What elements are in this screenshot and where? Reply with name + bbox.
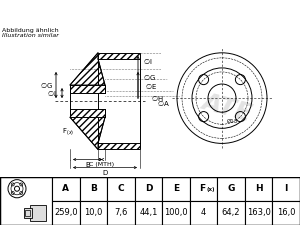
Bar (80, 201, 107, 225)
Text: D: D (102, 170, 108, 176)
Text: B: B (90, 184, 97, 193)
Bar (0, 177, 52, 225)
Bar (217, 201, 245, 225)
Text: (x): (x) (206, 187, 214, 192)
Text: G: G (227, 184, 235, 193)
Bar (107, 201, 135, 225)
Bar (107, 177, 135, 201)
Text: 44,1: 44,1 (139, 208, 158, 217)
Bar (80, 177, 107, 201)
Polygon shape (70, 53, 105, 85)
Text: B: B (85, 162, 90, 168)
Bar (245, 177, 272, 201)
Text: C: C (118, 184, 124, 193)
Text: H: H (255, 184, 262, 193)
Text: $\varnothing$I: $\varnothing$I (143, 56, 152, 66)
Text: $\varnothing$H: $\varnothing$H (151, 93, 164, 103)
Text: 100,0: 100,0 (164, 208, 188, 217)
Polygon shape (70, 109, 105, 117)
Bar (217, 177, 245, 201)
Bar (190, 201, 217, 225)
Text: Abbildung ähnlich: Abbildung ähnlich (2, 28, 58, 33)
Bar (25, 210, 30, 216)
Polygon shape (98, 143, 140, 149)
Text: 64,2: 64,2 (222, 208, 240, 217)
Text: F: F (200, 184, 206, 193)
Text: $\varnothing$I: $\varnothing$I (47, 88, 57, 98)
Polygon shape (70, 85, 105, 93)
Text: 510271: 510271 (198, 5, 252, 18)
Bar (135, 201, 162, 225)
Text: E: E (173, 184, 179, 193)
Text: $\varnothing$G: $\varnothing$G (143, 72, 156, 82)
Bar (272, 201, 300, 225)
Text: 16,0: 16,0 (277, 208, 296, 217)
Text: 24.0310-0271.1: 24.0310-0271.1 (72, 5, 188, 18)
Bar (245, 201, 272, 225)
Text: F$_{(x)}$: F$_{(x)}$ (62, 126, 74, 137)
Text: D: D (145, 184, 152, 193)
Text: 4: 4 (201, 208, 206, 217)
Bar (162, 201, 190, 225)
Bar (30, 205, 46, 221)
Bar (272, 177, 300, 201)
Text: I: I (284, 184, 288, 193)
Text: 259,0: 259,0 (54, 208, 78, 217)
Text: C (MTH): C (MTH) (89, 162, 114, 166)
Text: A: A (62, 184, 69, 193)
Text: Illustration similar: Illustration similar (2, 33, 59, 38)
Text: Ø13: Ø13 (227, 119, 238, 124)
Text: 163,0: 163,0 (247, 208, 271, 217)
Polygon shape (70, 117, 105, 149)
Text: $\varnothing$G: $\varnothing$G (40, 80, 52, 90)
Polygon shape (98, 53, 140, 59)
Bar (135, 177, 162, 201)
Bar (24, 208, 32, 218)
Bar (52, 177, 80, 201)
Text: $\varnothing$A: $\varnothing$A (157, 98, 170, 108)
Bar (52, 201, 80, 225)
Text: 10,0: 10,0 (84, 208, 103, 217)
Bar (190, 177, 217, 201)
Text: ATE: ATE (199, 90, 255, 126)
Bar (162, 177, 190, 201)
Text: $\varnothing$E: $\varnothing$E (145, 81, 157, 91)
Text: 7,6: 7,6 (114, 208, 128, 217)
